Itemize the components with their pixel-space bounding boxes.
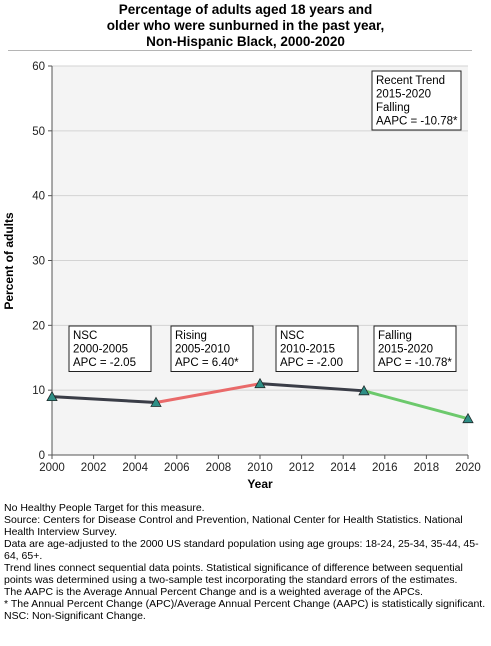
segment-annotation-box (170, 325, 254, 372)
segment-annotation-text: APC = 6.40* (175, 357, 239, 369)
segment-annotation-text: APC = -2.00 (280, 357, 343, 369)
chart-title-line: Non-Hispanic Black, 2000-2020 (146, 34, 345, 49)
y-tick-label: 10 (32, 385, 45, 397)
segment-annotation-text: Rising (175, 330, 207, 342)
footnote: NSC: Non-Significant Change. (4, 610, 146, 622)
chart-title-line: older who were sunburned in the past yea… (106, 18, 385, 33)
segment-annotation-text: 2005-2010 (175, 344, 230, 356)
y-axis-label: Percent of adults (2, 212, 16, 310)
y-tick-label: 60 (32, 61, 45, 73)
x-tick-label: 2014 (330, 462, 356, 474)
footnote: Trend lines connect sequential data poin… (4, 562, 463, 586)
title-divider (8, 50, 472, 51)
chart-title-line: Percentage of adults aged 18 years and (118, 2, 373, 17)
y-tick-label: 30 (32, 256, 45, 268)
footnote: No Healthy People Target for this measur… (4, 502, 205, 514)
trend-segment (362, 389, 470, 421)
segment-annotation-box (275, 325, 359, 372)
y-tick-labels: 0 10 20 30 40 50 60 (32, 61, 45, 462)
segment-annotation-text: 2010-2015 (280, 344, 335, 356)
trend-segment (50, 395, 158, 404)
segment-annotation-text: 2015-2020 (378, 344, 433, 356)
x-tick-label: 2006 (164, 462, 190, 474)
grid-lines (52, 65, 468, 391)
data-point-marker (358, 384, 370, 396)
trend-segments (50, 382, 470, 421)
trend-segment (154, 382, 262, 404)
footnote: * The Annual Percent Change (APC)/Averag… (4, 598, 486, 610)
x-tick-label: 2012 (289, 462, 315, 474)
x-tick-label: 2016 (372, 462, 398, 474)
y-tick-label: 0 (39, 450, 45, 462)
segment-annotation-box (68, 325, 152, 372)
x-tick-label: 2000 (39, 462, 65, 474)
x-axis-label: Year (247, 477, 273, 491)
x-tick-label: 2020 (455, 462, 481, 474)
trend-segment (258, 382, 366, 393)
segment-annotation-box (373, 325, 457, 372)
axes (48, 65, 469, 459)
recent-trend-text: AAPC = -10.78* (376, 116, 458, 128)
data-markers (46, 377, 474, 424)
chart-title: Percentage of adults aged 18 years and o… (0, 2, 491, 50)
x-tick-label: 2008 (206, 462, 232, 474)
segment-annotation-text: APC = -10.78* (378, 357, 452, 369)
x-tick-label: 2018 (414, 462, 440, 474)
footnotes: No Healthy People Target for this measur… (4, 502, 490, 622)
x-tick-label: 2004 (122, 462, 148, 474)
x-tick-label: 2002 (81, 462, 107, 474)
segment-annotation-text: NSC (280, 330, 304, 342)
recent-trend-text: Recent Trend (376, 75, 445, 87)
data-point-marker (150, 396, 162, 407)
recent-trend-box (371, 70, 462, 131)
segment-annotation-text: Falling (378, 330, 412, 342)
y-tick-label: 20 (32, 320, 45, 332)
segment-annotation-text: APC = -2.05 (73, 357, 136, 369)
y-tick-label: 50 (32, 126, 45, 138)
x-tick-labels: 2000 2002 2004 2006 2008 2010 2012 2014 2016 2018… (39, 462, 481, 474)
footnote: Source: Centers for Disease Control and … (4, 514, 463, 538)
data-point-marker (46, 390, 58, 402)
data-point-marker (254, 377, 266, 389)
segment-annotation-text: NSC (73, 330, 97, 342)
footnote: The AAPC is the Average Annual Percent C… (4, 586, 423, 598)
y-tick-label: 40 (32, 191, 45, 203)
x-tick-label: 2010 (247, 462, 273, 474)
segment-annotation-text: 2000-2005 (73, 344, 128, 356)
footnote: Data are age-adjusted to the 2000 US sta… (4, 538, 479, 562)
recent-trend-text: 2015-2020 (376, 89, 431, 101)
recent-trend-text: Falling (376, 102, 410, 114)
data-point-marker (462, 412, 474, 424)
